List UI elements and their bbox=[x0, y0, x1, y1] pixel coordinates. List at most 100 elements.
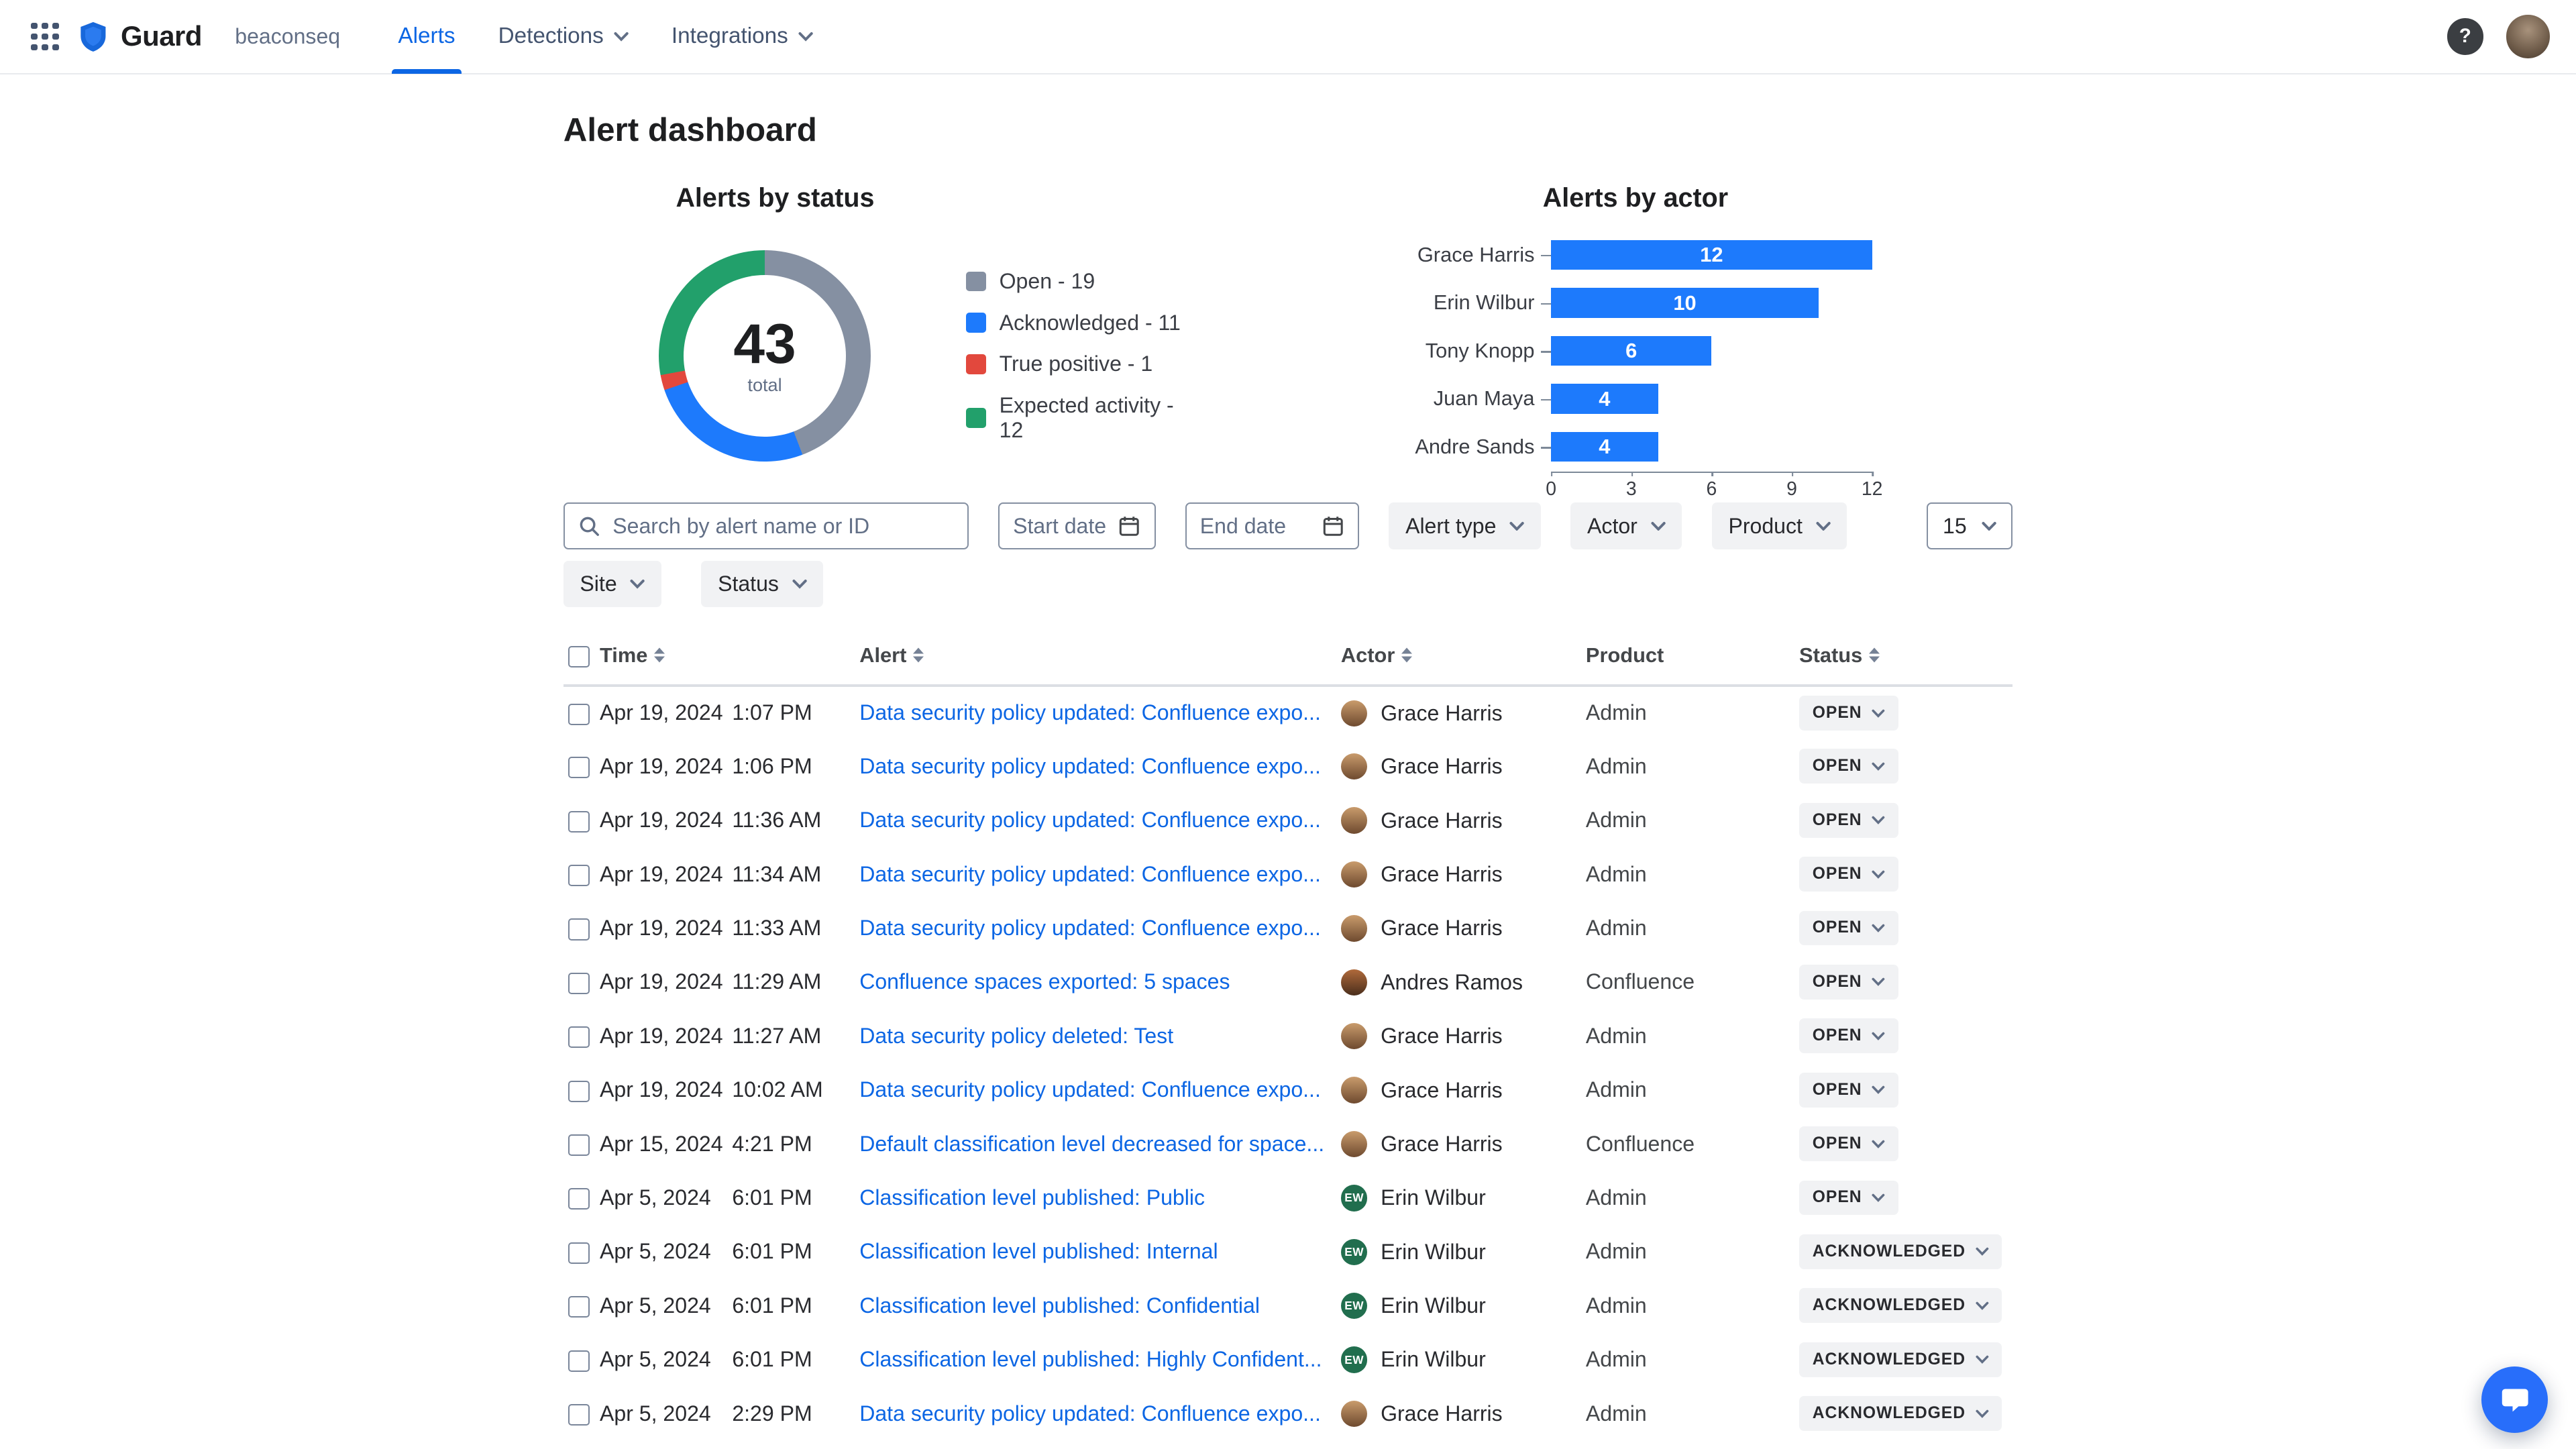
actor-avatar bbox=[1340, 861, 1368, 888]
row-checkbox[interactable] bbox=[568, 1242, 590, 1264]
alert-link[interactable]: Data security policy updated: Confluence… bbox=[859, 753, 1321, 778]
row-checkbox[interactable] bbox=[568, 703, 590, 725]
app-switcher-button[interactable] bbox=[20, 11, 70, 61]
row-checkbox[interactable] bbox=[568, 1188, 590, 1210]
col-header-actor[interactable]: Actor bbox=[1340, 633, 1586, 687]
status-dropdown[interactable]: OPEN bbox=[1799, 1180, 1898, 1216]
chat-button[interactable] bbox=[2481, 1366, 2548, 1433]
row-select-cell bbox=[564, 1009, 600, 1063]
alert-link[interactable]: Confluence spaces exported: 5 spaces bbox=[859, 969, 1230, 994]
alert-cell: Data security policy updated: Confluence… bbox=[859, 686, 1341, 739]
search-input[interactable] bbox=[612, 513, 955, 539]
end-date-field[interactable] bbox=[1185, 502, 1360, 549]
page-size-select[interactable]: 15 bbox=[1926, 502, 2013, 549]
status-cell: OPEN bbox=[1799, 1117, 2012, 1171]
help-button[interactable]: ? bbox=[2447, 18, 2483, 55]
alert-link[interactable]: Data security policy updated: Confluence… bbox=[859, 1401, 1321, 1426]
status-dropdown[interactable]: ACKNOWLEDGED bbox=[1799, 1342, 2002, 1377]
end-date-input[interactable] bbox=[1199, 513, 1322, 539]
filter-button-product[interactable]: Product bbox=[1711, 502, 1847, 549]
status-dropdown[interactable]: ACKNOWLEDGED bbox=[1799, 1234, 2002, 1269]
filter-button-site[interactable]: Site bbox=[563, 560, 662, 607]
alert-time: 6:01 PM bbox=[732, 1239, 812, 1264]
status-label: OPEN bbox=[1812, 1026, 1862, 1045]
alert-link[interactable]: Default classification level decreased f… bbox=[859, 1131, 1325, 1156]
alert-time: 11:36 AM bbox=[732, 808, 822, 833]
time-cell: Apr 19, 2024 11:29 AM bbox=[600, 955, 859, 1009]
col-header-time[interactable]: Time bbox=[600, 633, 860, 687]
nav-item-label: Integrations bbox=[671, 23, 788, 49]
status-cell: OPEN bbox=[1799, 1171, 2012, 1224]
row-checkbox[interactable] bbox=[568, 1134, 590, 1157]
alert-cell: Data security policy updated: Confluence… bbox=[859, 1063, 1341, 1116]
status-dropdown[interactable]: OPEN bbox=[1799, 1018, 1898, 1054]
row-checkbox[interactable] bbox=[568, 1404, 590, 1426]
user-avatar[interactable] bbox=[2506, 15, 2550, 58]
alert-link[interactable]: Data security policy updated: Confluence… bbox=[859, 700, 1321, 725]
filter-button-status[interactable]: Status bbox=[701, 560, 824, 607]
status-cell: OPEN bbox=[1799, 686, 2012, 739]
alert-link[interactable]: Classification level published: Public bbox=[859, 1185, 1205, 1210]
actor-name: Erin Wilbur bbox=[1381, 1293, 1486, 1318]
row-checkbox[interactable] bbox=[568, 972, 590, 994]
alert-link[interactable]: Data security policy deleted: Test bbox=[859, 1023, 1174, 1048]
start-date-input[interactable] bbox=[1013, 513, 1118, 539]
alert-link[interactable]: Data security policy updated: Confluence… bbox=[859, 915, 1321, 940]
row-checkbox[interactable] bbox=[568, 810, 590, 833]
nav-item-alerts[interactable]: Alerts bbox=[391, 0, 463, 74]
actor-cell: Grace Harris bbox=[1340, 1063, 1586, 1116]
question-mark-icon: ? bbox=[2459, 25, 2471, 48]
alert-link[interactable]: Data security policy updated: Confluence… bbox=[859, 808, 1321, 833]
status-dropdown[interactable]: OPEN bbox=[1799, 749, 1898, 784]
status-label: ACKNOWLEDGED bbox=[1812, 1296, 1966, 1315]
status-dropdown[interactable]: OPEN bbox=[1799, 802, 1898, 838]
filter-button-label: Actor bbox=[1587, 513, 1638, 538]
alert-link[interactable]: Data security policy updated: Confluence… bbox=[859, 1077, 1321, 1102]
row-checkbox[interactable] bbox=[568, 757, 590, 779]
main-content: Alert dashboard Alerts by status 43 tota… bbox=[563, 74, 2013, 1440]
actor-chart-title: Alerts by actor bbox=[1542, 182, 1729, 213]
row-checkbox[interactable] bbox=[568, 1080, 590, 1102]
status-cell: OPEN bbox=[1799, 739, 2012, 793]
filter-button-actor[interactable]: Actor bbox=[1570, 502, 1682, 549]
row-checkbox[interactable] bbox=[568, 865, 590, 887]
top-nav: Guard beaconseq Alerts Detections Integrat… bbox=[0, 0, 2576, 74]
alerts-by-status-chart: Alerts by status 43 total Open - 19 Ackno… bbox=[564, 182, 1192, 474]
row-checkbox[interactable] bbox=[568, 918, 590, 941]
status-dropdown[interactable]: OPEN bbox=[1799, 964, 1898, 1000]
alert-link[interactable]: Classification level published: Internal bbox=[859, 1239, 1218, 1264]
time-cell: Apr 5, 2024 6:01 PM bbox=[600, 1225, 859, 1279]
start-date-field[interactable] bbox=[998, 502, 1156, 549]
row-checkbox[interactable] bbox=[568, 1350, 590, 1372]
status-dropdown[interactable]: OPEN bbox=[1799, 910, 1898, 946]
nav-item-integrations[interactable]: Integrations bbox=[665, 0, 820, 74]
alert-date: Apr 19, 2024 bbox=[600, 915, 723, 940]
status-dropdown[interactable]: ACKNOWLEDGED bbox=[1799, 1288, 2002, 1324]
select-all-checkbox[interactable] bbox=[568, 645, 590, 667]
legend-item: Expected activity - 12 bbox=[966, 393, 1192, 443]
search-box[interactable] bbox=[563, 502, 969, 549]
row-checkbox[interactable] bbox=[568, 1026, 590, 1049]
alert-link[interactable]: Classification level published: Highly C… bbox=[859, 1347, 1322, 1372]
status-dropdown[interactable]: OPEN bbox=[1799, 1126, 1898, 1161]
alert-link[interactable]: Classification level published: Confiden… bbox=[859, 1293, 1260, 1318]
grid-icon bbox=[30, 22, 59, 51]
col-header-product[interactable]: Product bbox=[1585, 633, 1800, 687]
col-header-alert[interactable]: Alert bbox=[859, 633, 1341, 687]
status-dropdown[interactable]: OPEN bbox=[1799, 1072, 1898, 1108]
row-checkbox[interactable] bbox=[568, 1296, 590, 1318]
filter-button-alert-type[interactable]: Alert type bbox=[1389, 502, 1541, 549]
alert-link[interactable]: Data security policy updated: Confluence… bbox=[859, 861, 1321, 886]
nav-item-detections[interactable]: Detections bbox=[492, 0, 635, 74]
chevron-down-icon bbox=[1651, 521, 1666, 531]
status-dropdown[interactable]: ACKNOWLEDGED bbox=[1799, 1396, 2002, 1431]
brand[interactable]: Guard bbox=[76, 19, 202, 54]
actor-cell: Grace Harris bbox=[1340, 847, 1586, 901]
chevron-down-icon bbox=[1976, 1355, 1989, 1364]
status-dropdown[interactable]: OPEN bbox=[1799, 696, 1898, 731]
time-cell: Apr 5, 2024 6:01 PM bbox=[600, 1279, 859, 1332]
col-header-status[interactable]: Status bbox=[1799, 633, 2013, 687]
status-dropdown[interactable]: OPEN bbox=[1799, 857, 1898, 892]
nav-item-label: Detections bbox=[498, 23, 604, 49]
actor-avatar bbox=[1340, 807, 1368, 834]
